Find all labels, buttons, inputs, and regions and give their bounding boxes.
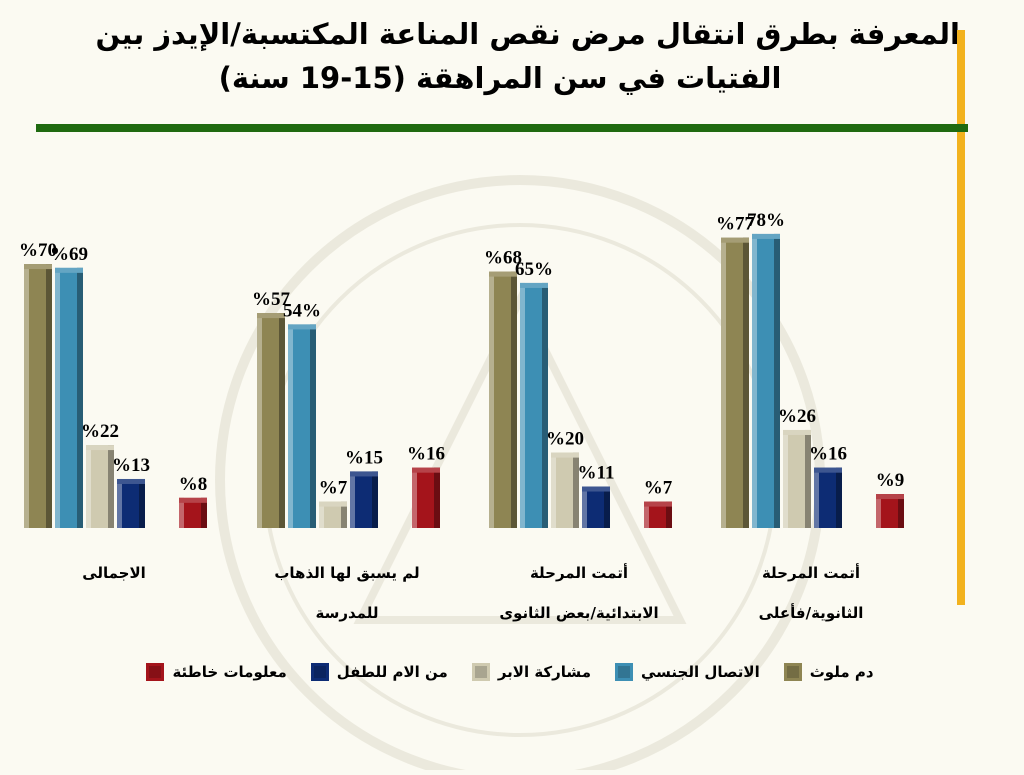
category-label-2-line-2: للمدرسة <box>316 604 379 622</box>
page-title: المعرفة بطرق انتقال مرض نقص المناعة المك… <box>40 12 960 100</box>
value-label-3-2: %7 <box>319 478 348 499</box>
bar-2-group-2 <box>288 324 316 528</box>
legend-label-1: دم ملوث <box>809 663 874 681</box>
bar-4-group-1 <box>117 478 145 528</box>
value-label-5-1: %8 <box>179 474 208 495</box>
value-label-1-1: %70 <box>19 240 57 261</box>
value-label-4-1: %13 <box>112 455 150 476</box>
value-label-4-2: %15 <box>345 447 383 468</box>
value-label-2-4: 78% <box>747 210 785 231</box>
bar-5-group-1 <box>179 497 207 528</box>
title-line-1: المعرفة بطرق انتقال مرض نقص المناعة المك… <box>95 17 960 51</box>
bar-3-group-3 <box>551 452 579 528</box>
value-label-5-2: %16 <box>407 444 445 465</box>
category-label-4-line-1: أتمت المرحلة <box>762 563 860 582</box>
legend-item-1: دم ملوث <box>783 663 874 681</box>
bar-4-group-3 <box>582 486 610 528</box>
value-label-3-4: %26 <box>778 406 816 427</box>
bar-2-group-1 <box>55 267 83 528</box>
bar-1-group-4 <box>721 237 749 528</box>
value-label-3-3: %20 <box>546 429 584 450</box>
legend-item-5: معلومات خاطئة <box>146 663 287 681</box>
value-label-2-1: %69 <box>50 244 88 265</box>
legend-label-3: مشاركة الابر <box>497 663 591 681</box>
legend-swatch-5 <box>146 663 165 681</box>
legend-swatch-1 <box>783 663 802 681</box>
category-label-1-line-1: الاجمالى <box>82 564 146 582</box>
legend-label-5: معلومات خاطئة <box>172 663 287 681</box>
chart-legend: دم ملوث الاتصال الجنسي مشاركة الابر من الام… <box>60 657 960 687</box>
category-label-3-line-1: أتمت المرحلة <box>530 563 628 582</box>
bar-1-group-3 <box>489 271 517 528</box>
bar-5-group-3 <box>644 501 672 528</box>
bar-4-group-2 <box>350 471 378 528</box>
bar-1-group-2 <box>257 313 285 528</box>
bar-5-group-2 <box>412 467 440 528</box>
legend-label-4: من الام للطفل <box>336 663 448 681</box>
value-label-2-3: 65% <box>515 259 553 280</box>
value-label-2-2: 54% <box>283 300 321 321</box>
category-label-2-line-1: لم يسبق لها الذهاب <box>274 564 419 582</box>
bar-3-group-1 <box>86 445 114 528</box>
legend-swatch-4 <box>310 663 329 681</box>
value-label-4-4: %16 <box>809 444 847 465</box>
legend-swatch-2 <box>614 663 633 681</box>
legend-item-3: مشاركة الابر <box>471 663 591 681</box>
bar-5-group-4 <box>876 494 904 528</box>
bar-2-group-3 <box>520 282 548 528</box>
value-label-5-4: %9 <box>876 470 905 491</box>
legend-swatch-3 <box>471 663 490 681</box>
bar-1-group-1 <box>24 264 52 528</box>
title-line-2: الفتيات في سن المراهقة (15-19 سنة) <box>218 61 782 95</box>
legend-item-2: الاتصال الجنسي <box>614 663 760 681</box>
value-label-1-4: %77 <box>716 214 755 235</box>
legend-item-4: من الام للطفل <box>310 663 448 681</box>
value-label-3-1: %22 <box>81 421 119 442</box>
bar-3-group-2 <box>319 501 347 528</box>
green-divider-rule <box>36 124 968 132</box>
category-label-4-line-2: الثانوية/فأعلى <box>759 603 864 622</box>
bar-4-group-4 <box>814 467 842 528</box>
value-label-4-3: %11 <box>578 463 615 484</box>
gold-accent-bar <box>957 30 965 605</box>
category-label-3-line-2: الابتدائية/بعض الثانوى <box>499 604 658 622</box>
value-label-5-3: %7 <box>644 478 673 499</box>
value-label-1-3: %68 <box>484 248 522 269</box>
bar-3-group-4 <box>783 429 811 528</box>
legend-label-2: الاتصال الجنسي <box>640 663 760 681</box>
bar-2-group-4 <box>752 233 780 528</box>
value-label-1-2: %57 <box>252 289 291 310</box>
